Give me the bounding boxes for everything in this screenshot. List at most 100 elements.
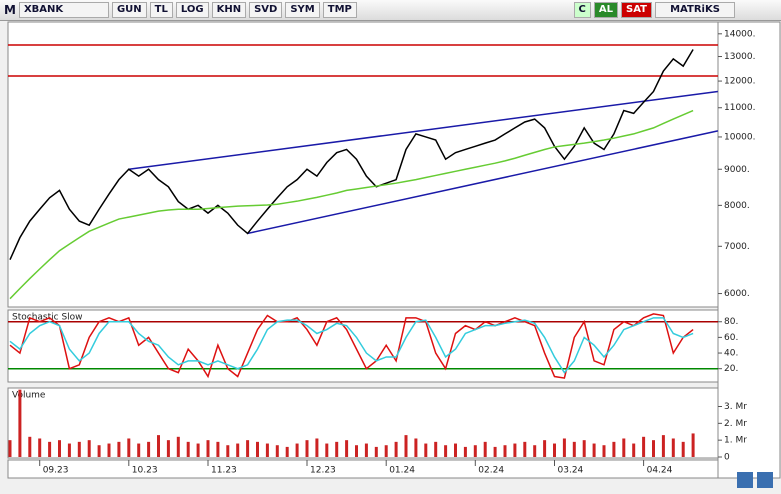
volume-bar: [117, 441, 121, 457]
volume-bar: [463, 446, 467, 457]
volume-bar: [67, 443, 71, 457]
volume-bar: [642, 436, 646, 457]
volume-bar: [523, 441, 527, 457]
y-tick-label: 2. Mr: [724, 419, 747, 429]
volume-bar: [186, 441, 190, 457]
volume-bar: [196, 443, 200, 457]
y-tick-label: 10000.: [724, 132, 756, 142]
toolbar-button[interactable]: TMP: [322, 2, 357, 18]
y-tick-label: 1. Mr: [724, 436, 747, 446]
volume-bar: [661, 435, 665, 457]
toolbar-button[interactable]: SYM: [285, 2, 320, 18]
volume-bar: [592, 443, 596, 457]
volume-bar: [404, 435, 408, 457]
y-axis-strip: [717, 21, 781, 479]
toolbar-button[interactable]: KHN: [211, 2, 247, 18]
volume-bar: [206, 440, 210, 457]
volume-bar: [176, 436, 180, 457]
volume-bar: [493, 446, 497, 457]
y-tick-label: 13000.: [724, 52, 756, 62]
volume-bar: [256, 441, 259, 457]
buttons: GUN TL LOG KHN SVD SYM TMP: [109, 2, 357, 18]
volume-bar: [483, 441, 487, 457]
series-line: [9, 49, 694, 261]
volume-bar: [305, 440, 309, 457]
volume-bar: [681, 441, 685, 457]
volume-bar: [275, 445, 279, 457]
volume-bar: [147, 441, 151, 457]
volume-bar: [127, 438, 131, 457]
x-tick-label: 09.23: [43, 466, 69, 476]
volume-bar: [582, 440, 586, 457]
y-tick-label: 7000.: [724, 242, 750, 252]
volume-bar: [226, 445, 230, 457]
buy-button[interactable]: AL: [593, 2, 618, 18]
volume-bar: [632, 443, 636, 457]
y-tick-label: 0: [724, 453, 730, 463]
x-tick-label: 02.24: [478, 466, 504, 476]
toolbar-button[interactable]: TL: [149, 2, 173, 18]
volume-bar: [691, 433, 695, 457]
y-tick-label: 11000.: [724, 103, 756, 113]
volume-bar: [166, 440, 170, 457]
toolbar-button[interactable]: SVD: [249, 2, 283, 18]
volume-bar: [444, 445, 448, 457]
volume-bar: [107, 443, 111, 457]
volume-bar: [28, 436, 32, 457]
y-tick-label: 12000.: [724, 77, 756, 87]
volume-bar: [553, 443, 556, 457]
volume-bar: [503, 445, 507, 457]
volume-bar: [384, 445, 388, 457]
toolbar-button[interactable]: LOG: [175, 2, 209, 18]
panel-title: Stochastic Slow: [12, 313, 83, 323]
volume-bar: [38, 438, 42, 457]
y-tick-label: 80.: [724, 317, 738, 327]
trend-line: [247, 130, 719, 235]
x-tick-label: 12.23: [310, 466, 336, 476]
logo: M: [4, 3, 16, 17]
x-tick-label: 10.23: [132, 466, 158, 476]
volume-bar: [87, 440, 91, 457]
volume-bar: [434, 441, 438, 457]
volume-bar: [246, 440, 250, 457]
volume-bar: [652, 440, 655, 457]
volume-bar: [424, 443, 428, 457]
icon[interactable]: [737, 472, 753, 488]
x-tick-label: 11.23: [211, 466, 237, 476]
volume-bar: [454, 443, 457, 457]
volume-bar: [543, 440, 547, 457]
series-line: [9, 317, 694, 374]
x-tick-label: 01.24: [389, 466, 415, 476]
x-tick-label: 03.24: [558, 466, 584, 476]
volume-bar: [335, 441, 339, 457]
series-line: [9, 313, 694, 379]
x-axis-strip: [7, 459, 719, 479]
volume-bar: [18, 389, 22, 457]
y-tick-label: 60.: [724, 333, 738, 343]
volume-bar: [295, 443, 299, 457]
trend-line: [128, 90, 718, 170]
c-button[interactable]: C: [573, 2, 591, 18]
volume-bar: [572, 441, 576, 457]
volume-bar: [671, 438, 675, 457]
icon[interactable]: [757, 472, 773, 488]
volume-bar: [355, 445, 358, 457]
volume-bar: [137, 443, 141, 457]
volume-bar: [315, 438, 319, 457]
volume-bar: [374, 446, 378, 457]
toolbar: M XBANK GUN TL LOG KHN SVD SYM TMP C AL SAT MA…: [0, 0, 781, 21]
volume-bar: [345, 440, 349, 457]
volume-bar: [533, 445, 537, 457]
toolbar-button[interactable]: GUN: [111, 2, 147, 18]
volume-bar: [513, 443, 517, 457]
chart: 14000. 13000. 12000. 11000. 10000. 9000. 8000.…: [7, 21, 781, 488]
brand: MATRiKS: [655, 2, 735, 18]
volume-bar: [364, 443, 368, 457]
sell-button[interactable]: SAT: [621, 2, 652, 18]
price-panel: [7, 21, 719, 308]
y-tick-label: 9000.: [724, 165, 750, 175]
symbol-box[interactable]: XBANK: [18, 2, 109, 18]
y-tick-label: 8000.: [724, 201, 750, 211]
volume-bar: [236, 443, 240, 457]
